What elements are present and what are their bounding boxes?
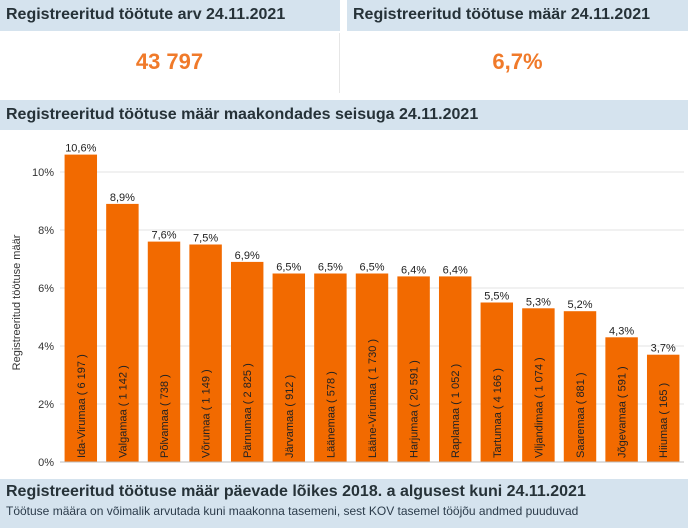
- bar-value-label: 6,5%: [276, 262, 301, 274]
- bar-category-label: Järvamaa ( 912 ): [284, 375, 296, 458]
- bar-category-label: Saaremaa ( 881 ): [575, 372, 587, 458]
- bar-value-label: 5,5%: [484, 291, 509, 303]
- bar: [480, 302, 514, 462]
- bar-category-label: Hiiumaa ( 165 ): [658, 383, 670, 458]
- bar: [522, 308, 555, 462]
- county-chart: 0% 2% 4% 6% 8% 10% Registreeritud töötuse määr…: [0, 133, 688, 473]
- kpi-unemployed-count-card: 43 797: [0, 33, 340, 93]
- bar-category-label: Pärnumaa ( 2 825 ): [242, 363, 254, 458]
- county-chart-title: Registreeritud töötuse määr maakondades …: [6, 106, 479, 123]
- y-tick-label: 8%: [38, 225, 54, 237]
- bar: [64, 154, 98, 462]
- bar-value-label: 5,3%: [526, 296, 551, 308]
- kpi-unemployment-rate-title: Registreeritud töötuse määr 24.11.2021: [353, 6, 651, 23]
- y-tick-label: 10%: [32, 167, 54, 179]
- y-tick-label: 2%: [38, 399, 54, 411]
- bar: [605, 337, 638, 462]
- bar-value-label: 3,7%: [651, 343, 676, 355]
- bar-value-label: 7,5%: [193, 233, 218, 245]
- bar: [563, 311, 597, 462]
- bar-category-label: Ida-Virumaa ( 6 197 ): [76, 354, 88, 458]
- bar-category-label: Raplamaa ( 1 052 ): [450, 364, 462, 458]
- bar-category-label: Lääne-Virumaa ( 1 730 ): [367, 339, 379, 458]
- bar: [397, 276, 430, 462]
- bar-value-label: 10,6%: [65, 143, 96, 155]
- daily-rate-section-header: Registreeritud töötuse määr päevade lõik…: [0, 479, 688, 528]
- bar: [189, 244, 222, 462]
- kpi-unemployment-rate-value: 6,7%: [492, 49, 543, 74]
- y-tick-label: 6%: [38, 283, 54, 295]
- bar-category-label: Harjumaa ( 20 591 ): [409, 360, 421, 458]
- kpi-unemployment-rate-header: Registreeritud töötuse määr 24.11.2021: [347, 0, 688, 31]
- bar-category-label: Jõgevamaa ( 591 ): [617, 366, 629, 458]
- bar-category-label: Valgamaa ( 1 142 ): [117, 365, 129, 458]
- bar: [272, 273, 306, 462]
- bar-category-label: Võrumaa ( 1 149 ): [201, 369, 213, 458]
- bar-value-label: 5,2%: [567, 299, 592, 311]
- kpi-unemployment-rate-card: 6,7%: [347, 33, 688, 93]
- kpi-unemployed-count-header: Registreeritud töötute arv 24.11.2021: [0, 0, 340, 31]
- bar-value-label: 6,4%: [401, 264, 426, 276]
- daily-rate-section-title: Registreeritud töötuse määr päevade lõik…: [6, 483, 586, 500]
- bar: [147, 241, 181, 462]
- bar-value-label: 6,5%: [359, 262, 384, 274]
- y-tick-label: 0%: [38, 457, 54, 469]
- bar-category-label: Põlvamaa ( 738 ): [159, 374, 171, 458]
- kpi-unemployed-count-value: 43 797: [135, 49, 204, 74]
- bar: [646, 354, 680, 462]
- bar-category-label: Tartumaa ( 4 166 ): [492, 368, 504, 458]
- bar-value-label: 6,9%: [235, 250, 260, 262]
- bar-category-label: Viljandimaa ( 1 074 ): [533, 357, 545, 458]
- bar: [438, 276, 472, 462]
- bar-category-label: Läänemaa ( 578 ): [325, 371, 337, 458]
- kpi-unemployed-count-title: Registreeritud töötute arv 24.11.2021: [6, 6, 286, 23]
- y-tick-label: 4%: [38, 341, 54, 353]
- bar: [230, 261, 264, 462]
- bar-value-label: 7,6%: [151, 230, 176, 242]
- county-chart-header: Registreeritud töötuse määr maakondades …: [0, 100, 688, 130]
- daily-rate-section-note: Töötuse määra on võimalik arvutada kuni …: [6, 504, 579, 518]
- bar-value-label: 4,3%: [609, 325, 634, 337]
- county-bar-chart-svg: 0% 2% 4% 6% 8% 10% Registreeritud töötuse määr…: [11, 143, 684, 469]
- bar: [355, 273, 389, 462]
- y-axis-label: Registreeritud töötuse määr: [11, 234, 23, 370]
- bar-value-label: 6,4%: [443, 264, 468, 276]
- bar-value-label: 8,9%: [110, 192, 135, 204]
- bar: [106, 203, 139, 462]
- bar: [314, 273, 347, 462]
- bar-value-label: 6,5%: [318, 262, 343, 274]
